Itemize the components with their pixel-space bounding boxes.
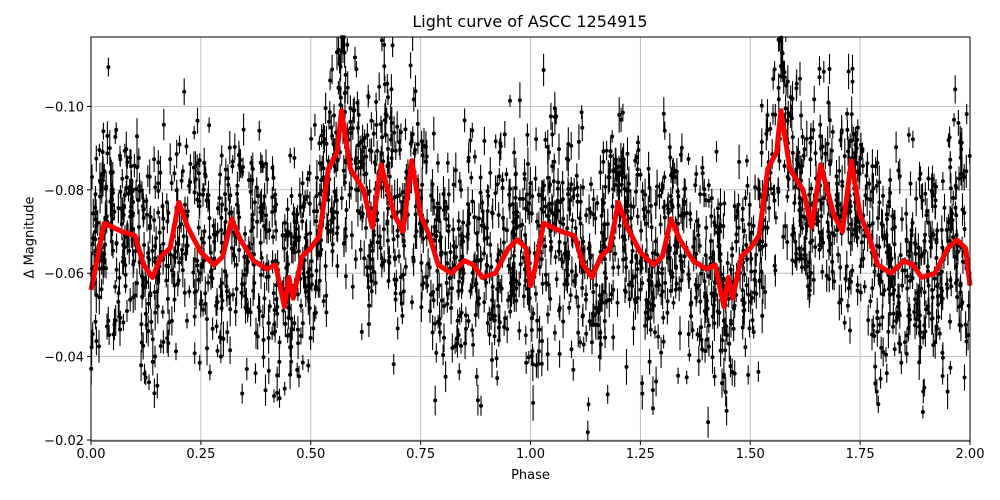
y-tick-label: −0.08 <box>44 184 84 199</box>
y-tick-label: −0.04 <box>44 351 84 366</box>
x-tick-label: 0.50 <box>296 447 325 462</box>
x-axis-ticks: 0.00 0.25 0.50 0.75 1.00 1.25 1.50 1.75 2.00 <box>77 441 985 462</box>
x-tick-label: 1.50 <box>736 447 765 462</box>
x-tick-label: 1.75 <box>846 447 875 462</box>
x-tick-label: 2.00 <box>956 447 985 462</box>
chart-title: Light curve of ASCC 1254915 <box>412 12 648 31</box>
x-tick-label: 0.75 <box>406 447 435 462</box>
y-tick-label: −0.10 <box>44 100 84 115</box>
x-tick-label: 0.25 <box>186 447 215 462</box>
x-axis-label: Phase <box>511 468 550 483</box>
y-tick-label: −0.06 <box>44 267 84 282</box>
x-tick-label: 0.00 <box>77 447 106 462</box>
model-curve <box>88 108 973 310</box>
x-tick-label: 1.00 <box>516 447 545 462</box>
grid-lines <box>90 37 971 441</box>
x-tick-label: 1.25 <box>626 447 655 462</box>
y-axis-ticks: −0.10 −0.08 −0.06 −0.04 −0.02 <box>44 100 91 449</box>
y-tick-label: −0.02 <box>44 434 84 449</box>
